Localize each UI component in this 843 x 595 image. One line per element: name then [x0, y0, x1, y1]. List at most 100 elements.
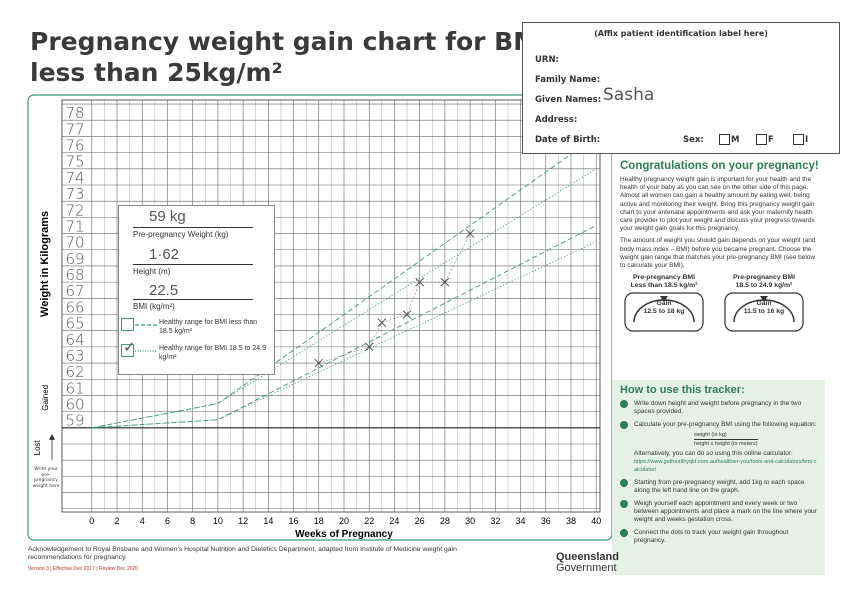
y-tick-label: 78	[65, 104, 84, 122]
y-tick-label: 70	[65, 234, 84, 252]
x-tick-label: 0	[89, 516, 94, 526]
step-bullet	[620, 421, 628, 429]
acknowledgement: Acknowledgement to Royal Brisbane and Wo…	[28, 546, 457, 561]
gauge-dial	[624, 292, 704, 332]
weight-mark	[377, 318, 387, 327]
step-bullet	[620, 400, 628, 408]
y-tick-label: 71	[65, 217, 84, 235]
height-value: 1·62	[149, 246, 180, 263]
sex-option: F	[768, 135, 774, 145]
gained-label: Gained	[41, 385, 50, 411]
howto: How to use this tracker: Write down heig…	[612, 380, 825, 575]
formula: weight (in kg) height x height (in meters…	[694, 431, 819, 448]
rule	[133, 227, 253, 228]
check: ✓	[123, 339, 136, 356]
x-tick-label: 14	[263, 516, 273, 526]
step: Connect the dots to track your weight ga…	[620, 529, 819, 545]
x-tick-label: 12	[238, 516, 248, 526]
gauges: Pre-pregnancy BMI Less than 18.5 kg/m² Gai…	[620, 274, 820, 344]
field-label: Date of Birth:	[535, 135, 601, 145]
arrow-head	[49, 433, 55, 440]
x-tick-label: 28	[440, 516, 450, 526]
y-tick-label: 63	[65, 347, 84, 365]
gauge-title: Pre-pregnancy BMI	[633, 274, 695, 282]
x-tick-label: 30	[465, 516, 475, 526]
y-tick-label: 62	[65, 363, 84, 381]
step-text: Write down height and weight before preg…	[634, 400, 802, 415]
y-tick-label: 66	[65, 298, 84, 316]
step: Weigh yourself each appointment and ever…	[620, 500, 819, 524]
y-tick-label: 68	[65, 266, 84, 284]
gauge-range: Less than 18.5 kg/m²	[630, 282, 698, 290]
gain-value: 12.5 to 18 kg	[643, 308, 685, 316]
gauge: Pre-pregnancy BMI 18.5 to 24.9 kg/m² Gain 1…	[720, 274, 808, 332]
dial-pointer	[660, 296, 668, 303]
bmi-label: BMI (kg/m²)	[133, 302, 175, 311]
weight-mark	[415, 277, 425, 287]
legend-label: Healthy range for BMI less than 18.5 kg/…	[159, 319, 258, 335]
x-tick-label: 40	[591, 516, 601, 526]
x-tick-label: 10	[213, 516, 223, 526]
gauge-title: Pre-pregnancy BMI	[733, 274, 795, 282]
y-tick-label: 75	[65, 153, 84, 171]
height-label: Height (m)	[133, 267, 171, 276]
formula-top: weight (in kg)	[694, 432, 727, 438]
y-tick-label: 64	[65, 331, 84, 349]
version: Version 3 | Effective Dec 2017 | Review …	[28, 566, 139, 572]
sex-box	[719, 134, 730, 145]
field-label: Family Name:	[535, 75, 601, 85]
gauge-range: 18.5 to 24.9 kg/m²	[735, 282, 793, 290]
x-tick-label: 26	[415, 516, 425, 526]
y-tick-label: 73	[65, 185, 84, 203]
legend-square	[121, 344, 134, 357]
field-label: URN:	[535, 55, 559, 65]
step: Write down height and weight before preg…	[620, 400, 819, 416]
weight-mark	[402, 310, 412, 319]
x-tick-label: 18	[314, 516, 324, 526]
sex-label: Sex:	[683, 135, 704, 145]
logo-line: Government	[556, 562, 617, 574]
dial-frame	[624, 292, 704, 332]
x-tick-label: 2	[114, 516, 119, 526]
x-tick-label: 22	[364, 516, 374, 526]
title-line: less than 25kg/m²	[30, 58, 283, 87]
y-tick-label: 74	[65, 169, 84, 187]
legend-square	[121, 318, 134, 331]
x-axis-label: Weeks of Pregnancy	[295, 529, 393, 540]
step-bullet	[620, 529, 628, 537]
y-tick-label: 59	[65, 412, 84, 430]
y-tick-label: 67	[65, 282, 84, 300]
gain-label: Gain	[756, 300, 772, 308]
given-name: Sasha	[603, 85, 655, 105]
x-tick-label: 36	[541, 516, 551, 526]
title: Pregnancy weight gain chart for BMI less…	[30, 26, 547, 88]
legend-label: Healthy range for BMI 18.5 to 24.9 kg/m²	[159, 345, 267, 361]
x-tick-label: 6	[165, 516, 170, 526]
congrats-heading: Congratulations on your pregnancy!	[620, 160, 819, 172]
steps: Write down height and weight before preg…	[612, 400, 825, 545]
field-label: Given Names:	[535, 95, 602, 105]
sex-box	[756, 134, 767, 145]
title-line: Pregnancy weight gain chart for BMI	[30, 27, 548, 56]
gain-value: 11.5 to 16 kg	[743, 308, 785, 316]
range-line	[91, 241, 597, 429]
y-tick-label: 69	[65, 250, 84, 268]
alt-text: Alternatively, you can do so using this …	[634, 450, 793, 457]
y-tick-label: 76	[65, 137, 84, 155]
dial-frame	[724, 292, 804, 332]
bmi-value: 22.5	[149, 282, 179, 299]
write-note: Write your pre-pregnancy weight here	[32, 467, 60, 489]
step-bullet	[620, 479, 628, 487]
step-text: Weigh yourself each appointment and ever…	[634, 500, 817, 523]
y-axis-label: Weight in Kilograms	[39, 211, 51, 317]
step-text: Starting from pre-pregnancy weight, add …	[634, 479, 805, 494]
rule	[133, 299, 253, 300]
range-line	[91, 168, 597, 429]
sex-option: M	[731, 135, 740, 145]
y-tick-label: 72	[65, 201, 84, 219]
weight-mark	[364, 342, 374, 352]
y-tick-label: 61	[65, 379, 84, 397]
legend-line	[135, 324, 157, 326]
step-text: Connect the dots to track your weight ga…	[634, 529, 789, 544]
